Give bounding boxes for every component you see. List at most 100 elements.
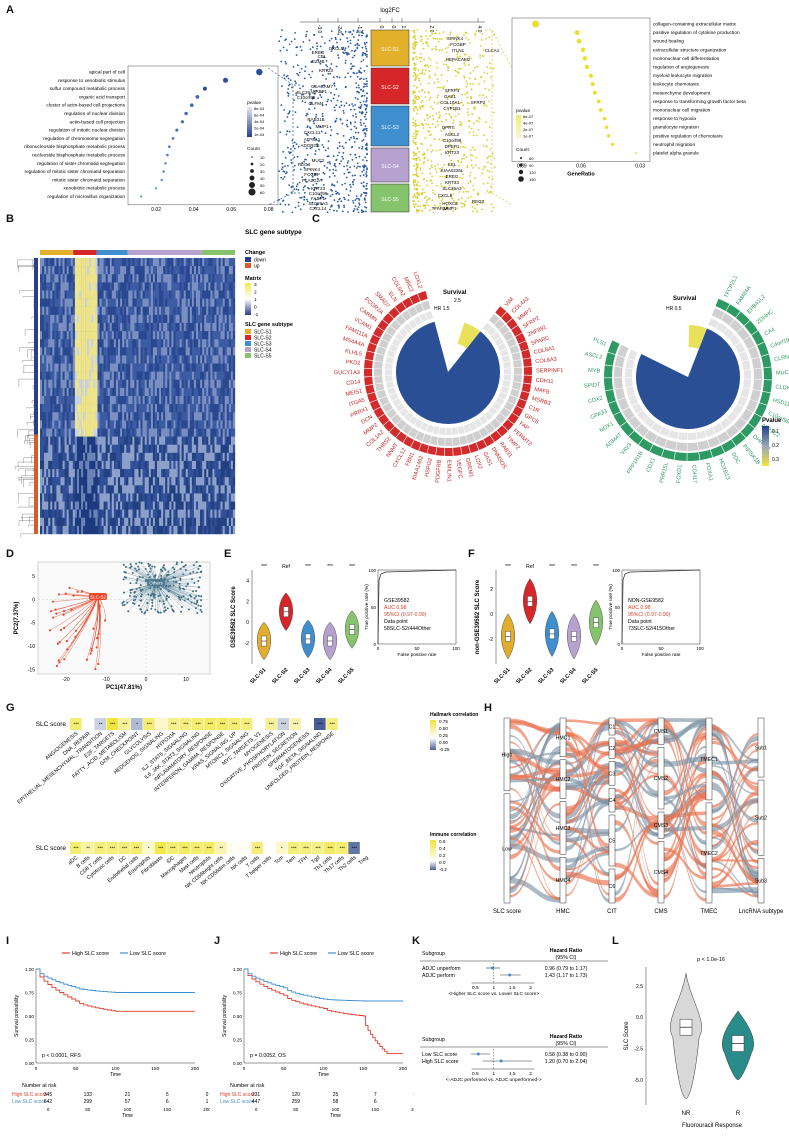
heatmap-cell [185,266,188,275]
volcano-point-up [487,155,490,158]
heatmap-cell [103,379,106,389]
heatmap-cell [157,274,160,283]
heatmap-cell [198,314,201,324]
heatmap-cell [140,444,143,454]
left-term-label: nucleoside bisphosphate metabolic proces… [32,153,125,159]
heatmap-cell [68,469,71,478]
heatmap-cell [109,444,113,454]
volcano-point-down [343,196,345,199]
volcano-point-down [303,195,306,198]
volcano-point-up [420,56,423,59]
heatmap-cell [134,282,137,291]
heatmap-cell [40,331,43,340]
heatmap-cell [154,412,158,421]
heatmap-cell [161,339,164,348]
volcano-point-down [352,183,355,186]
volcano-point-down [351,174,354,177]
volcano-point-up [444,175,446,178]
volcano-point-up [421,71,424,74]
heatmap-cell [216,379,219,389]
heatmap-cell [99,258,102,267]
heatmap-cell [83,404,86,413]
heatmap-cell [146,298,149,307]
heatmap-cell [183,379,186,389]
heatmap-cell [212,371,215,380]
volcano-point-down [347,211,349,213]
heatmap-cell [187,371,191,380]
heatmap-cell [196,436,199,445]
heatmap-cell [189,460,193,470]
volcano-point-up [470,57,473,60]
heatmap-cell [85,452,88,462]
heatmap-cell [208,420,211,429]
heatmap-cell [173,290,176,299]
heatmap-cell [87,322,90,332]
volcano-point-up [417,205,419,208]
volcano-point-up [450,117,453,119]
heatmap-cell [103,258,106,267]
volcano-point-up [419,83,422,86]
heatmap-cell [177,509,180,518]
heatmap-cell [128,501,131,510]
heatmap-cell [50,314,53,324]
volcano-gene-label-right: QPRT [442,125,455,130]
heatmap-cell [187,485,191,494]
heatmap-cell [204,387,207,397]
heatmap-cell [107,306,110,316]
volcano-point-up [470,164,473,167]
volcano-point-up [480,39,483,41]
heatmap-cell [56,347,59,356]
heatmap-cell [159,355,162,364]
heatmap-cell [224,290,227,299]
volcano-point-down [330,63,333,65]
heatmap-cell [208,314,211,324]
heatmap-cell [64,331,67,340]
heatmap-cell [113,469,117,478]
volcano-point-down [338,198,341,201]
volcano-gene-label-left: CEACAM7 [311,84,333,89]
volcano-point-up [481,199,484,202]
heatmap-cell [107,298,110,307]
volcano-point-down [324,197,327,200]
heatmap-cell [54,258,57,267]
heatmap-cell [76,282,80,291]
heatmap-cell [165,436,168,445]
heatmap-cell [101,347,104,356]
heatmap-cell [83,322,86,332]
heatmap-cell [40,396,43,405]
heatmap-cell [130,396,133,405]
heatmap-cell [222,452,225,462]
heatmap-cell [187,428,191,437]
heatmap-cell [200,339,203,348]
volcano-point-up [474,207,476,210]
heatmap-cell [126,444,129,454]
heatmap-cell [169,371,172,380]
volcano-point-up [447,65,449,68]
heatmap-cell [161,347,164,356]
heatmap-cell [134,444,137,454]
heatmap-cell [81,436,84,445]
heatmap-cell [204,460,207,470]
heatmap-cell [179,444,182,454]
volcano-point-down [365,144,368,146]
heatmap-cell [44,501,47,510]
heatmap-cell [81,282,84,291]
panel-a-figure: log2FC -3.0 -2.0 -1.0 0.0 0.5 1.0 2.0 4.0 SLC-S… [24,8,746,213]
heatmap-cell [216,331,219,340]
panel-label-j: J [214,935,221,947]
heatmap-cell [208,339,211,348]
heatmap-cell [122,387,125,397]
heatmap-cell [50,290,53,299]
heatmap-cell [109,517,113,527]
heatmap-cell [218,477,221,486]
volcano-point-up [445,37,448,40]
heatmap-cell [167,517,170,527]
volcano-point-down [349,190,352,192]
heatmap-cell [150,517,154,527]
heatmap-cell [179,412,182,421]
heatmap-cell [126,282,129,291]
heatmap-cell [130,404,133,413]
heatmap-cell [136,379,139,389]
heatmap-cell [134,460,137,470]
heatmap-cell [115,274,119,283]
